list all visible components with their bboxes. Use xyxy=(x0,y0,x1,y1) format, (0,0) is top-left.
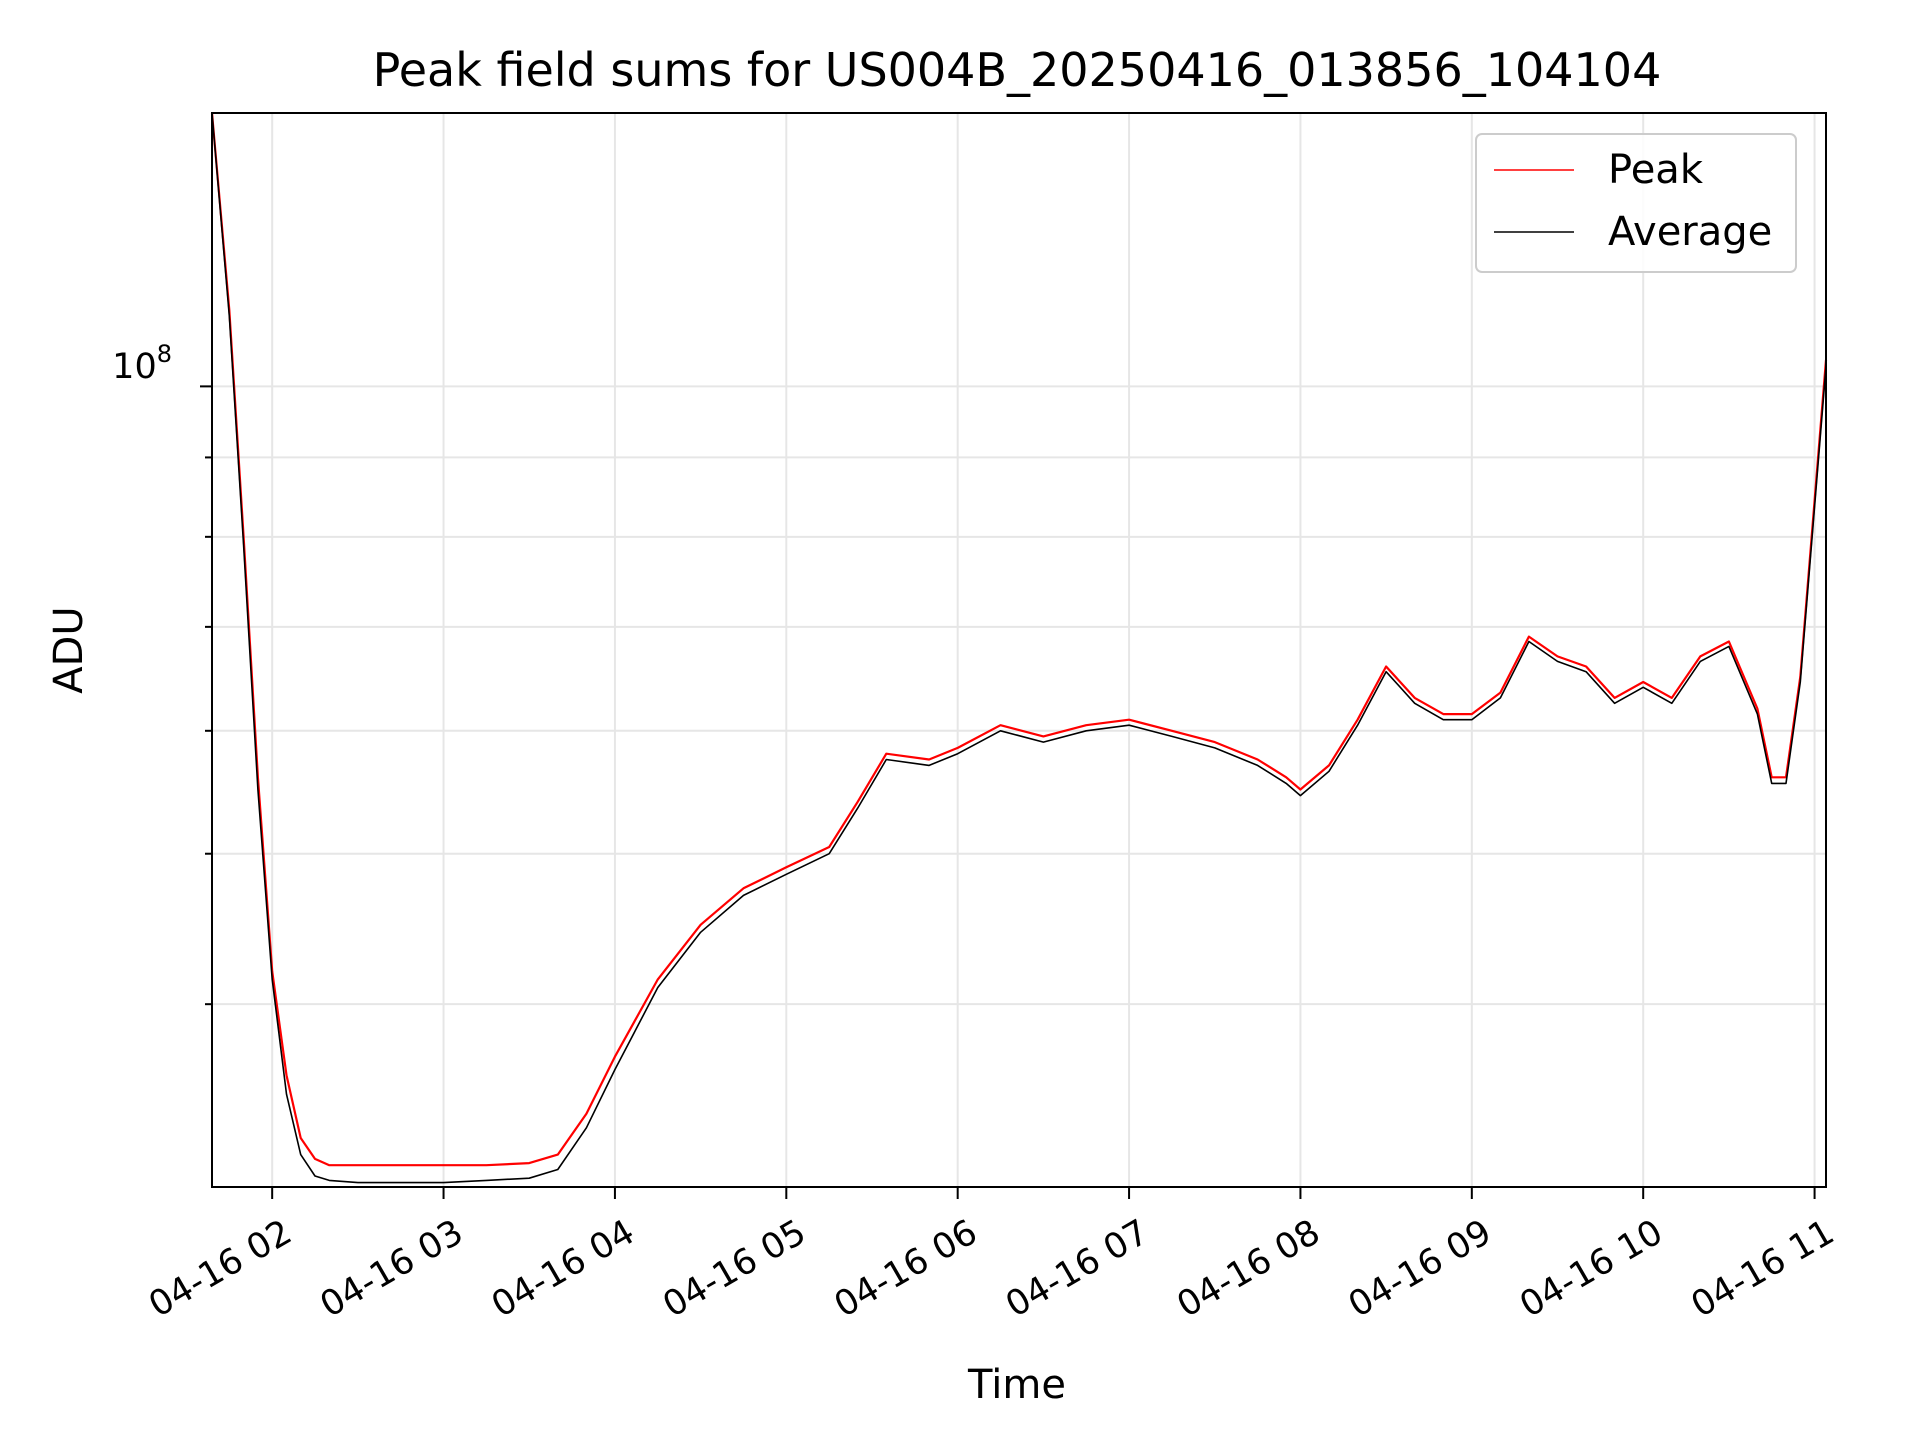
y-tick-label-1e8: 108 xyxy=(112,340,172,387)
series-line-peak xyxy=(210,112,1828,1167)
y-axis-label: ADU xyxy=(46,606,92,693)
legend-label-average: Average xyxy=(1608,209,1772,255)
y-axis-ticks xyxy=(200,385,212,1006)
series-line-average xyxy=(211,112,1827,1184)
legend-label-peak: Peak xyxy=(1608,147,1704,193)
plot-lines xyxy=(210,112,1828,1184)
grid xyxy=(212,113,1826,1187)
legend: Peak Average xyxy=(1475,133,1797,273)
chart-title: Peak field sums for US004B_20250416_0138… xyxy=(373,43,1662,97)
legend-box xyxy=(1475,133,1797,273)
x-axis-label: Time xyxy=(967,1362,1066,1408)
plot-frame xyxy=(211,112,1827,1188)
